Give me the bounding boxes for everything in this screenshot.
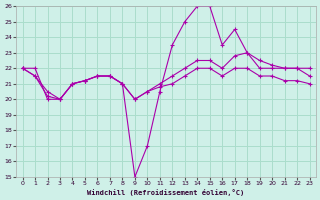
X-axis label: Windchill (Refroidissement éolien,°C): Windchill (Refroidissement éolien,°C) xyxy=(87,189,245,196)
